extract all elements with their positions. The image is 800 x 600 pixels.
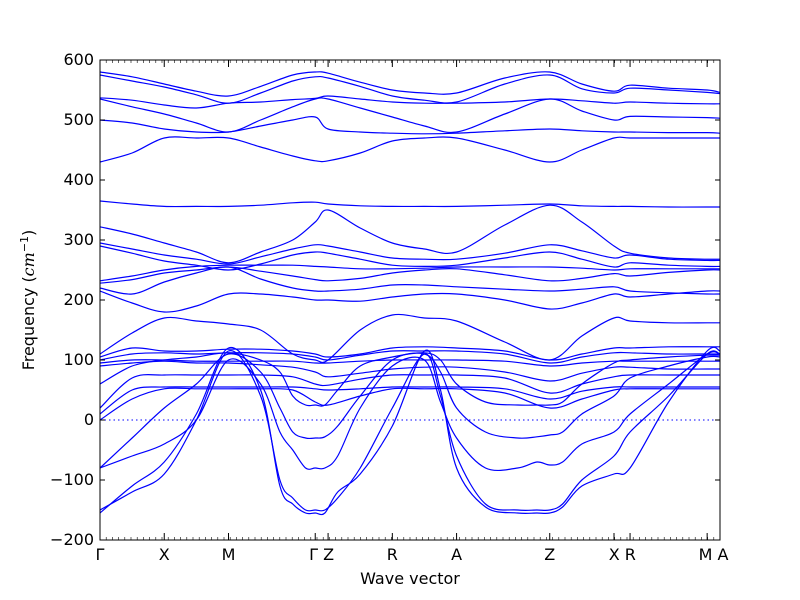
band-line-5 xyxy=(100,116,720,135)
band-line-6 xyxy=(100,136,720,163)
x-tick-label: M xyxy=(222,545,236,564)
y-axis-title-exp: −1 xyxy=(18,236,31,252)
x-tick-label: R xyxy=(387,545,398,564)
band-line-9 xyxy=(100,242,720,265)
band-line-13 xyxy=(100,266,720,295)
x-axis-title: Wave vector xyxy=(360,569,460,588)
y-tick-label: 200 xyxy=(63,290,94,309)
band-line-25 xyxy=(100,346,720,516)
y-axis-title-close: ) xyxy=(19,230,38,236)
y-tick-label: −100 xyxy=(50,470,94,489)
band-line-26 xyxy=(100,352,720,469)
x-tick-label: X R xyxy=(609,545,636,564)
band-line-19 xyxy=(100,360,720,382)
x-tick-label: A xyxy=(451,545,462,564)
y-tick-label: 0 xyxy=(84,410,94,429)
y-tick-label: 100 xyxy=(63,350,94,369)
y-axis-title-main: Frequency ( xyxy=(19,276,38,370)
band-line-1 xyxy=(100,71,720,97)
x-tick-label: Z xyxy=(544,545,555,564)
band-lines xyxy=(100,71,720,516)
y-tick-label: 300 xyxy=(63,230,94,249)
band-line-27 xyxy=(100,352,720,407)
band-line-8 xyxy=(100,204,720,264)
band-line-7 xyxy=(100,200,720,208)
band-line-2 xyxy=(100,74,720,104)
band-line-3 xyxy=(100,95,720,109)
y-tick-label: 500 xyxy=(63,110,94,129)
x-tick-label: Γ xyxy=(96,545,105,564)
y-tick-label: 600 xyxy=(63,50,94,69)
band-line-14 xyxy=(100,290,720,313)
band-line-4 xyxy=(100,97,720,134)
x-tick-label: Γ Z xyxy=(309,545,334,564)
band-line-24 xyxy=(100,350,720,512)
y-axis-title: Frequency (cm−1) xyxy=(18,230,38,371)
y-tick-label: −200 xyxy=(50,530,94,549)
band-line-12 xyxy=(100,266,720,284)
band-line-15 xyxy=(100,313,720,364)
band-line-16 xyxy=(100,346,720,361)
band-line-21 xyxy=(100,386,720,415)
y-tick-label: 400 xyxy=(63,170,94,189)
band-line-10 xyxy=(100,245,720,271)
y-axis-title-unit: cm xyxy=(19,252,38,276)
x-tick-label: X xyxy=(159,545,170,564)
y-axis: −200 −100 0 100 200 300 400 500 600 xyxy=(50,50,720,549)
band-line-23 xyxy=(100,351,720,472)
x-tick-label: M A xyxy=(699,545,729,564)
band-line-11 xyxy=(100,264,720,282)
band-line-22 xyxy=(100,387,720,421)
band-line-17 xyxy=(100,350,720,364)
